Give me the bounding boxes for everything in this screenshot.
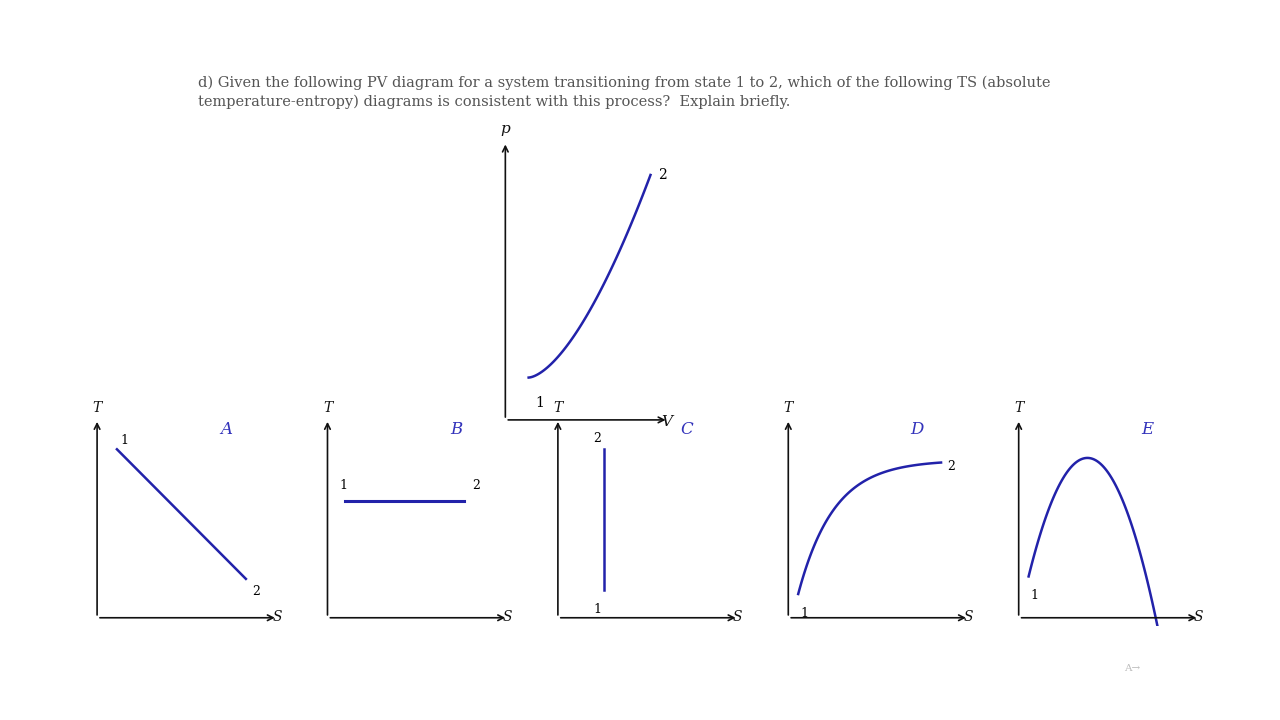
Text: V: V (660, 415, 672, 429)
Text: 2: 2 (252, 585, 260, 598)
Text: 1: 1 (800, 607, 808, 620)
Text: 1: 1 (536, 396, 545, 410)
Text: 2: 2 (947, 460, 955, 473)
Text: S: S (273, 611, 282, 624)
Text: D: D (910, 421, 924, 438)
Text: 1: 1 (339, 480, 347, 492)
Text: T: T (92, 401, 101, 415)
Text: C: C (681, 421, 694, 438)
Text: 1: 1 (594, 603, 602, 616)
Text: S: S (964, 611, 973, 624)
Text: B: B (451, 421, 462, 438)
Text: d) Given the following PV diagram for a system transitioning from state 1 to 2, : d) Given the following PV diagram for a … (198, 76, 1051, 90)
Text: T: T (323, 401, 332, 415)
Text: S: S (1194, 611, 1203, 624)
Text: A→: A→ (1124, 664, 1140, 673)
Text: 2: 2 (658, 168, 667, 182)
Text: 2: 2 (472, 480, 480, 492)
Text: T: T (783, 401, 792, 415)
Text: T: T (1014, 401, 1023, 415)
Text: A: A (220, 421, 232, 438)
Text: 1: 1 (120, 434, 129, 447)
Text: 1: 1 (1030, 590, 1038, 603)
Text: T: T (553, 401, 562, 415)
Text: E: E (1142, 421, 1153, 438)
Text: S: S (503, 611, 512, 624)
Text: 2: 2 (594, 432, 602, 445)
Text: temperature-entropy) diagrams is consistent with this process?  Explain briefly.: temperature-entropy) diagrams is consist… (198, 95, 791, 109)
Text: p: p (500, 122, 511, 135)
Text: S: S (733, 611, 742, 624)
